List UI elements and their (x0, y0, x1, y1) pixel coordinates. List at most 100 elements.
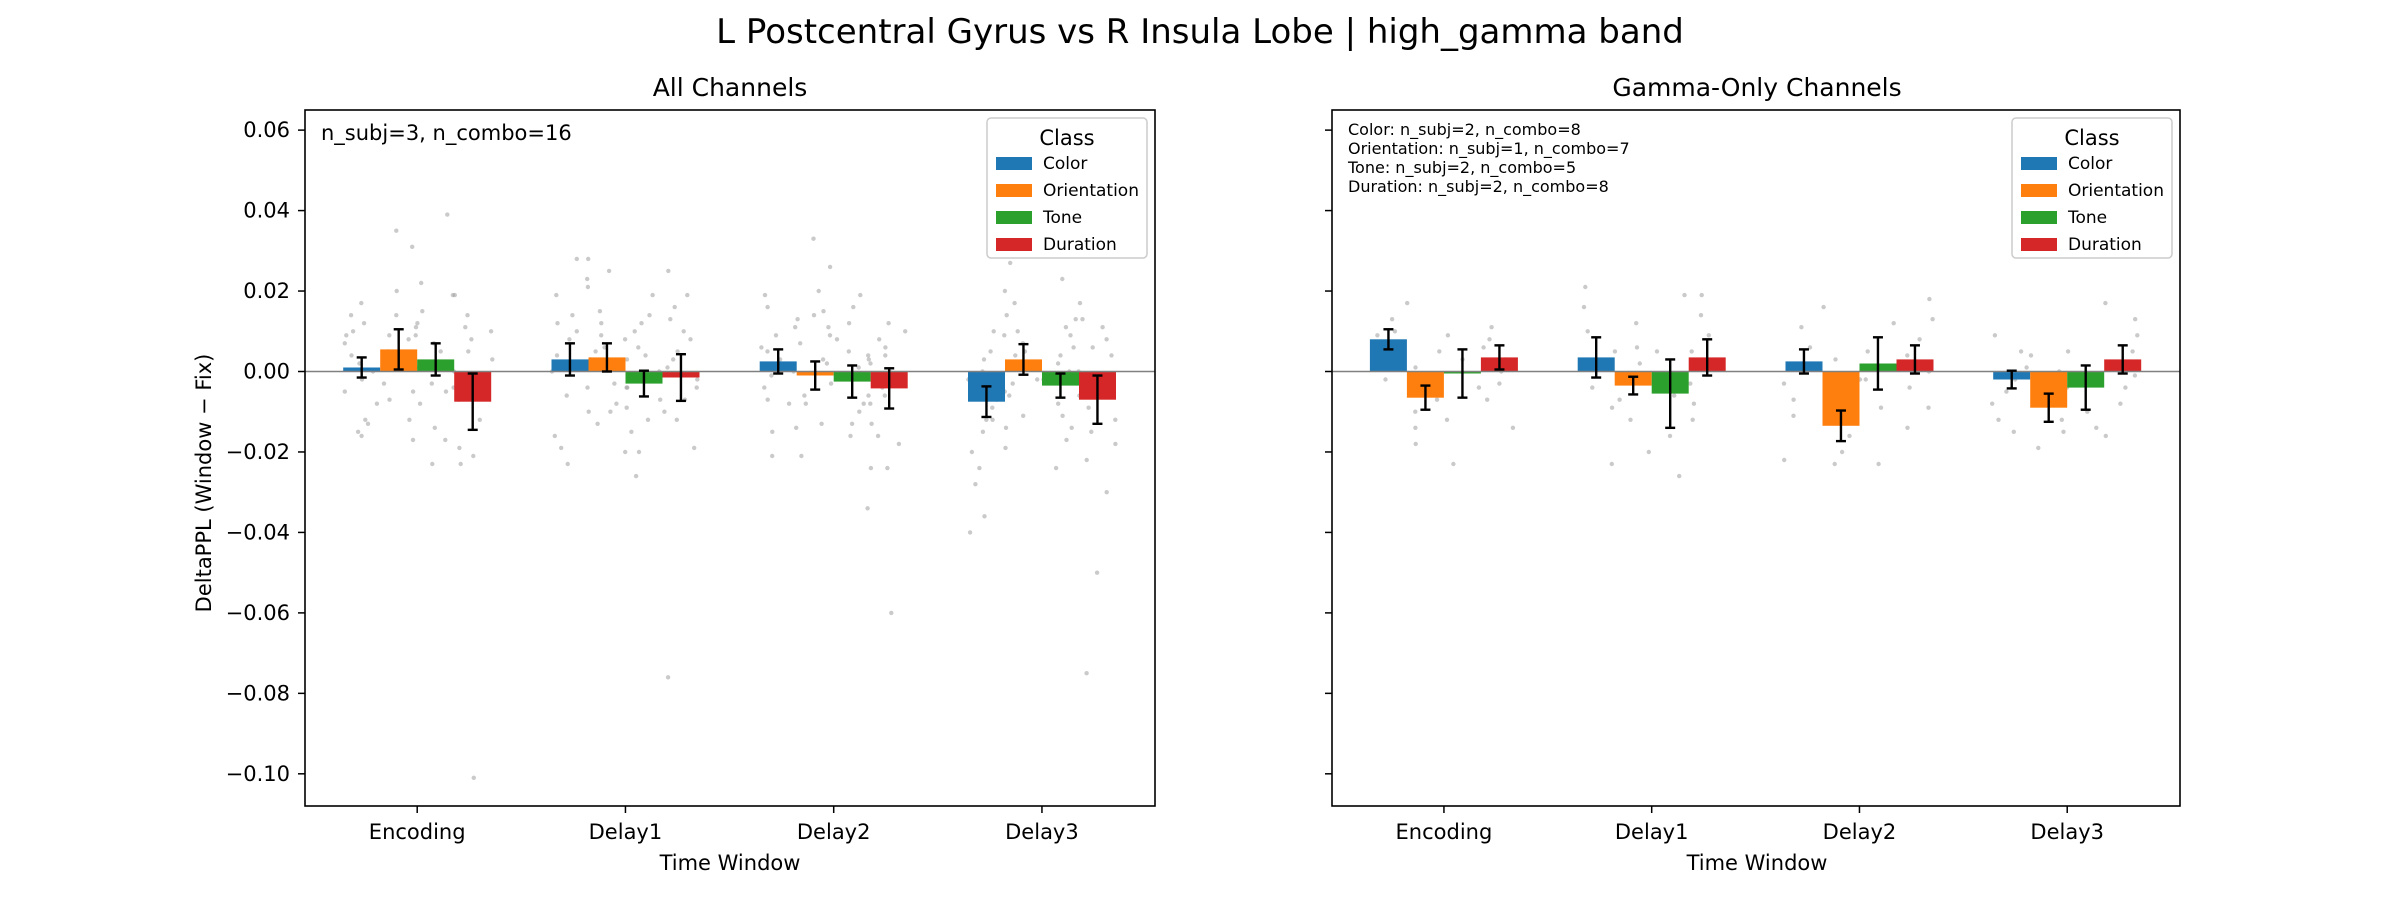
panel-title: All Channels (653, 73, 808, 102)
panel-all-channels: All Channels Time Window DeltaPPL (Windo… (192, 73, 1156, 875)
data-point (681, 329, 686, 334)
figure-title: L Postcentral Gyrus vs R Insula Lobe | h… (716, 12, 1684, 52)
data-point (413, 333, 418, 338)
data-point (623, 449, 628, 455)
data-point (1927, 296, 1932, 302)
data-point (1086, 405, 1091, 410)
x-tick-label: Encoding (1396, 820, 1493, 844)
data-point (802, 393, 807, 398)
data-point (2130, 349, 2135, 354)
data-point (688, 337, 693, 342)
data-point (1634, 321, 1639, 326)
y-tick-label: −0.04 (226, 520, 290, 544)
panel-gamma-only-channels: Gamma-Only Channels Time Window Encoding… (1325, 73, 2181, 875)
data-point (877, 337, 882, 342)
data-point (903, 329, 908, 334)
data-point (1876, 461, 1881, 467)
data-point (1847, 433, 1852, 439)
data-point (1080, 317, 1085, 322)
data-point (387, 333, 392, 338)
data-point (762, 292, 768, 298)
y-tick-label: −0.02 (226, 440, 290, 464)
data-point (348, 313, 354, 318)
data-point (357, 361, 362, 366)
data-point (1392, 329, 1398, 334)
data-point (1437, 349, 1442, 354)
data-point (463, 325, 468, 330)
data-point (602, 345, 607, 350)
legend-swatch-tone (2021, 211, 2057, 224)
data-point (668, 317, 673, 322)
data-point (632, 329, 637, 334)
legend-label: Duration (1043, 235, 1117, 255)
data-point (811, 313, 817, 318)
data-point (982, 514, 987, 519)
data-point (694, 385, 699, 390)
data-point (1497, 381, 1502, 386)
data-point (1021, 413, 1026, 418)
data-point (977, 465, 982, 471)
data-point (811, 236, 816, 241)
data-point (819, 421, 824, 426)
data-point (365, 421, 371, 426)
data-point (1583, 284, 1588, 290)
data-point (1863, 377, 1868, 382)
data-point (410, 389, 416, 394)
data-point (981, 357, 987, 362)
data-point (1413, 409, 1418, 414)
data-point (828, 381, 834, 386)
data-point (816, 288, 821, 294)
data-point (1628, 417, 1633, 422)
data-point (1489, 325, 1494, 330)
data-point (1609, 461, 1615, 467)
data-point (1782, 457, 1787, 463)
data-point (1100, 325, 1105, 330)
data-point (2011, 429, 2017, 434)
legend-label: Color (1043, 154, 1087, 174)
data-point (889, 610, 894, 616)
legend-swatch-duration (996, 238, 1032, 251)
legend-label: Orientation (1043, 181, 1139, 201)
data-point (1688, 381, 1693, 386)
data-point (1833, 357, 1838, 362)
x-tick-label: Delay3 (1005, 820, 1079, 844)
data-point (866, 353, 871, 358)
data-point (988, 349, 993, 354)
data-point (394, 288, 399, 294)
data-point (1444, 417, 1450, 422)
data-point (574, 256, 579, 262)
data-point (585, 385, 590, 390)
data-point (410, 437, 416, 443)
data-point (1077, 300, 1083, 306)
data-point (1007, 393, 1012, 398)
data-point (1634, 345, 1640, 350)
data-point (1413, 425, 1418, 430)
data-point (585, 284, 591, 290)
data-point (552, 433, 557, 439)
data-point (1084, 671, 1089, 676)
data-point (798, 341, 803, 346)
data-point (1612, 349, 1618, 354)
data-point (1413, 441, 1418, 447)
data-point (2133, 317, 2138, 322)
data-point (856, 365, 861, 370)
data-point (685, 292, 690, 298)
data-point (624, 405, 629, 410)
data-point (2094, 425, 2099, 430)
data-point (554, 353, 560, 358)
legend-swatch-color (2021, 157, 2057, 170)
legend-label: Tone (1042, 208, 1082, 228)
data-point (1015, 329, 1020, 334)
data-point (896, 441, 902, 447)
data-point (1581, 304, 1587, 310)
data-point (1069, 425, 1074, 430)
data-point (622, 337, 628, 342)
data-point (827, 264, 833, 270)
data-point (1002, 288, 1008, 294)
data-point (647, 313, 652, 318)
y-tick-label: 0.00 (243, 360, 290, 384)
data-point (984, 417, 989, 422)
data-point (599, 321, 604, 326)
data-point (1055, 361, 1061, 366)
data-point (2132, 373, 2138, 378)
